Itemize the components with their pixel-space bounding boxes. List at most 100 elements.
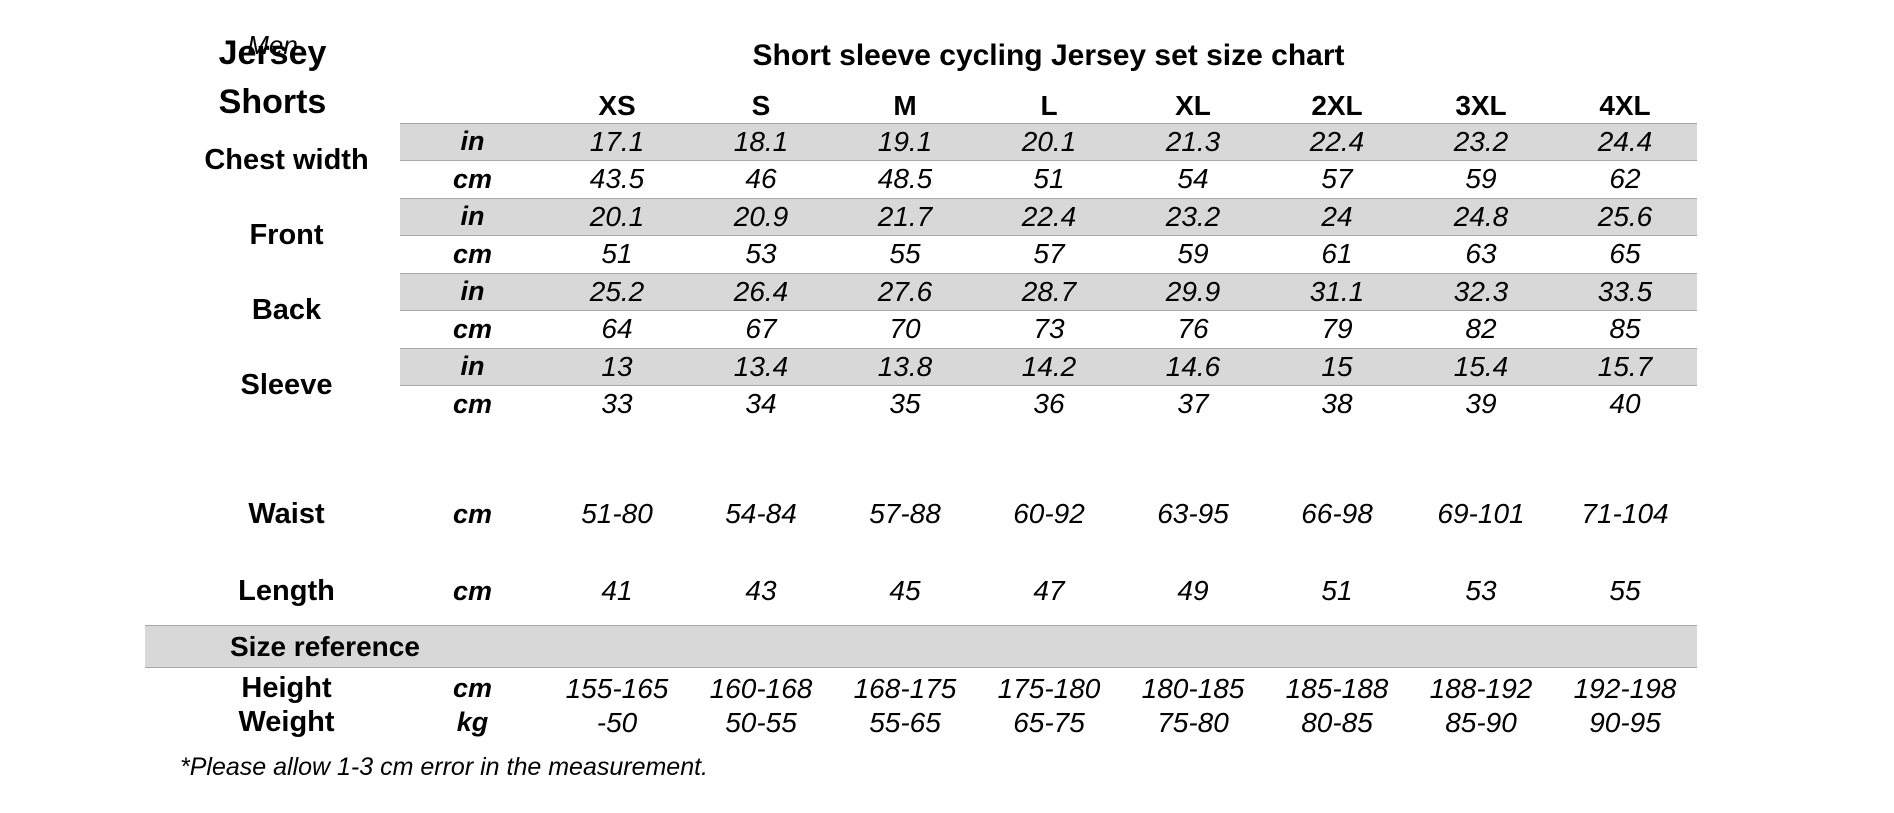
cell-back-in-m: 27.6 — [877, 275, 933, 307]
size-chart: Men Short sleeve cycling Jersey set size… — [145, 30, 1697, 813]
measurement-label-height: Height — [241, 672, 332, 704]
section-jersey-label: Jersey — [218, 33, 327, 72]
cell-height-4xl: 192-198 — [1573, 672, 1677, 704]
unit-label-cm: cm — [452, 163, 493, 194]
cell-back-cm-3xl: 82 — [1465, 313, 1497, 345]
cell-front-cm-m: 55 — [889, 238, 921, 270]
measurement-label-waist: Waist — [248, 497, 325, 530]
cell-front-cm-2xl: 61 — [1321, 238, 1353, 270]
cell-weight-l: 65-75 — [1013, 706, 1085, 738]
cell-front-in-xs: 20.1 — [589, 200, 645, 232]
cell-back-cm-xs: 64 — [601, 313, 633, 345]
unit-label-cm: cm — [452, 313, 493, 344]
measurement-label-sleeve: Sleeve — [240, 369, 333, 401]
cell-sleeve-cm-l: 36 — [1033, 388, 1065, 420]
cell-back-in-4xl: 33.5 — [1597, 275, 1653, 307]
measurement-label-chest-width: Chest width — [204, 144, 369, 176]
cell-sleeve-in-3xl: 15.4 — [1453, 350, 1509, 382]
cell-chest-cm-xl: 54 — [1177, 163, 1209, 195]
cell-waist-2xl: 66-98 — [1301, 498, 1373, 529]
cell-sleeve-in-m: 13.8 — [877, 350, 933, 382]
cell-front-in-xl: 23.2 — [1165, 200, 1221, 232]
cell-chest-in-2xl: 22.4 — [1309, 125, 1365, 157]
cell-back-in-xs: 25.2 — [589, 275, 645, 307]
cell-front-in-l: 22.4 — [1021, 200, 1077, 232]
unit-label-cm: cm — [452, 238, 493, 269]
measurement-footnote: *Please allow 1-3 cm error in the measur… — [180, 753, 709, 781]
cell-chest-cm-m: 48.5 — [877, 163, 933, 195]
row-chest-width-in: in 17.1 18.1 19.1 20.1 21.3 22.4 23.2 24.4 — [400, 123, 1697, 161]
cell-sleeve-in-xs: 13 — [601, 350, 633, 382]
measurement-label-length: Length — [238, 574, 335, 607]
row-sleeve-in: in 13 13.4 13.8 14.2 14.6 15 15.4 15.7 — [400, 348, 1697, 386]
cell-length-3xl: 53 — [1465, 575, 1497, 606]
cell-height-xl: 180-185 — [1141, 672, 1245, 704]
cell-length-m: 45 — [889, 575, 921, 606]
unit-label-kg: kg — [456, 707, 489, 737]
cell-back-cm-4xl: 85 — [1609, 313, 1641, 345]
section-shorts-label: Shorts — [218, 82, 327, 121]
cell-chest-cm-3xl: 59 — [1465, 163, 1497, 195]
cell-sleeve-cm-xs: 33 — [601, 388, 633, 420]
row-height: Height cm 155-165 160-168 168-175 175-180 18… — [145, 672, 1697, 705]
cell-back-in-3xl: 32.3 — [1453, 275, 1509, 307]
cell-height-m: 168-175 — [853, 672, 957, 704]
cell-back-in-s: 26.4 — [733, 275, 789, 307]
measurement-label-front: Front — [249, 219, 324, 251]
gender-label: Men — [247, 30, 298, 60]
cell-weight-3xl: 85-90 — [1445, 706, 1517, 738]
cell-sleeve-in-xl: 14.6 — [1165, 350, 1221, 382]
cell-waist-l: 60-92 — [1013, 498, 1085, 529]
row-weight: Weight kg -50 50-55 55-65 65-75 75-80 80-85 85… — [145, 706, 1697, 739]
cell-chest-cm-s: 46 — [745, 163, 777, 195]
cell-weight-xl: 75-80 — [1157, 706, 1229, 738]
row-sleeve-cm: cm 33 34 35 36 37 38 39 40 — [400, 386, 1697, 424]
cell-chest-cm-xs: 43.5 — [589, 163, 645, 195]
cell-height-s: 160-168 — [709, 672, 813, 704]
size-header-2xl: 2XL — [1311, 90, 1363, 121]
cell-height-2xl: 185-188 — [1285, 672, 1389, 704]
cell-chest-in-3xl: 23.2 — [1453, 125, 1509, 157]
cell-back-cm-l: 73 — [1033, 313, 1065, 345]
cell-sleeve-cm-xl: 37 — [1177, 388, 1209, 420]
cell-front-in-2xl: 24 — [1321, 200, 1353, 232]
cell-back-cm-xl: 76 — [1177, 313, 1209, 345]
row-waist: Waist cm 51-80 54-84 57-88 60-92 63-95 66-98 6… — [145, 495, 1697, 533]
cell-weight-xs: -50 — [596, 706, 638, 738]
unit-label-in: in — [460, 126, 485, 157]
cell-front-in-4xl: 25.6 — [1597, 200, 1653, 232]
size-header-4xl: 4XL — [1599, 90, 1651, 121]
row-front-cm: cm 51 53 55 57 59 61 63 65 — [400, 236, 1697, 274]
cell-sleeve-in-4xl: 15.7 — [1597, 350, 1653, 382]
cell-length-l: 47 — [1033, 575, 1065, 606]
cell-front-cm-4xl: 65 — [1609, 238, 1641, 270]
cell-sleeve-cm-2xl: 38 — [1321, 388, 1353, 420]
cell-front-in-3xl: 24.8 — [1453, 200, 1509, 232]
cell-waist-s: 54-84 — [725, 498, 797, 529]
cell-sleeve-cm-m: 35 — [889, 388, 921, 420]
measurement-label-weight: Weight — [238, 706, 335, 738]
cell-length-xl: 49 — [1177, 575, 1209, 606]
size-header-3xl: 3XL — [1455, 90, 1507, 121]
row-length: Length cm 41 43 45 47 49 51 53 55 — [145, 572, 1697, 610]
cell-back-in-xl: 29.9 — [1165, 275, 1221, 307]
cell-waist-xl: 63-95 — [1157, 498, 1229, 529]
cell-front-in-s: 20.9 — [733, 200, 789, 232]
unit-label-cm: cm — [452, 673, 493, 703]
size-header-l: L — [1040, 90, 1058, 121]
row-back-cm: cm 64 67 70 73 76 79 82 85 — [400, 311, 1697, 349]
chart-title: Short sleeve cycling Jersey set size cha… — [752, 39, 1345, 72]
cell-chest-in-s: 18.1 — [733, 125, 789, 157]
cell-chest-in-xl: 21.3 — [1165, 125, 1221, 157]
cell-front-in-m: 21.7 — [877, 200, 933, 232]
cell-weight-2xl: 80-85 — [1301, 706, 1373, 738]
cell-waist-xs: 51-80 — [581, 498, 653, 529]
cell-chest-in-xs: 17.1 — [589, 125, 645, 157]
cell-height-l: 175-180 — [997, 672, 1101, 704]
unit-label-cm: cm — [452, 388, 493, 419]
cell-front-cm-xl: 59 — [1177, 238, 1209, 270]
cell-length-s: 43 — [745, 575, 777, 606]
cell-front-cm-s: 53 — [745, 238, 777, 270]
cell-weight-m: 55-65 — [869, 706, 941, 738]
size-header-xs: XS — [598, 90, 636, 121]
